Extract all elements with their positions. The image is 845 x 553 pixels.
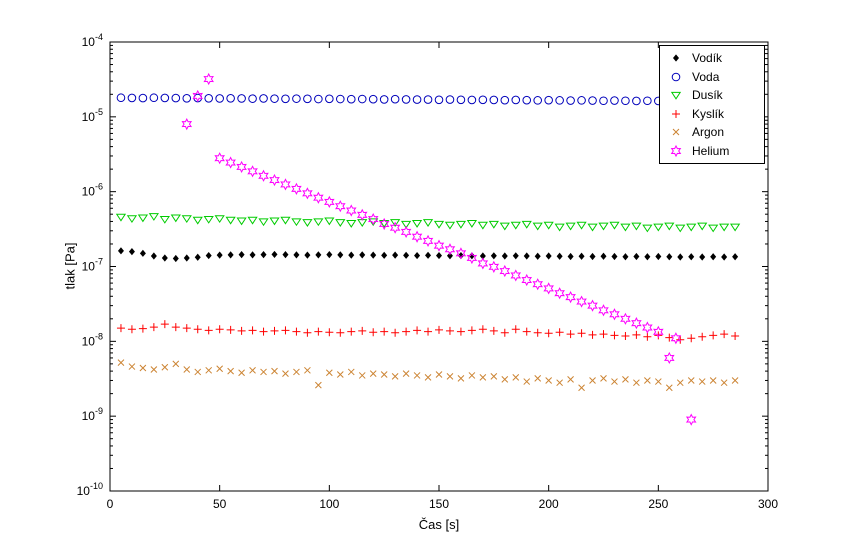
series-argon: [117, 359, 739, 392]
legend-entry-argon: Argon: [660, 123, 764, 142]
legend-label-dusik: Dusík: [692, 88, 723, 103]
legend-label-helium: Helium: [692, 143, 730, 158]
legend-label-argon: Argon: [692, 125, 725, 140]
series-voda: [116, 93, 740, 106]
x-tick-label: 100: [319, 497, 339, 511]
x-ticks: [109, 42, 769, 491]
legend-label-voda: Voda: [692, 69, 720, 84]
y-tick-label: 10-7: [82, 257, 103, 274]
legend-label-vodik: Vodík: [692, 51, 723, 66]
x-tick-label: 200: [539, 497, 559, 511]
legend-entry-dusik: Dusík: [660, 86, 764, 105]
legend-entry-kyslik: Kyslík: [660, 105, 764, 124]
legend-entry-vodik: Vodík: [660, 49, 764, 68]
helium-marker-icon: [670, 144, 682, 157]
y-tick-label: 10-9: [82, 406, 103, 423]
legend: Vodík Voda Dusík Kyslík Argon Helium: [659, 45, 765, 164]
y-tick-label: 10-6: [82, 182, 103, 199]
y-axis-label: tlak [Pa]: [62, 242, 78, 290]
vodik-marker-icon: [673, 54, 679, 62]
x-tick-label: 300: [758, 497, 778, 511]
series-vodik: [117, 247, 739, 263]
y-tick-label: 10-5: [82, 107, 103, 124]
x-tick-label: 0: [107, 497, 114, 511]
series-dusik: [115, 213, 741, 233]
x-tick-label: 250: [648, 497, 668, 511]
y-tick-label: 10-10: [77, 481, 103, 498]
voda-marker-icon: [671, 72, 681, 82]
legend-label-kyslik: Kyslík: [692, 106, 725, 121]
legend-entry-voda: Voda: [660, 68, 764, 87]
y-tick-label: 10-4: [82, 32, 103, 49]
y-ticks: [110, 41, 768, 492]
x-tick-label: 50: [213, 497, 227, 511]
y-tick-labels: 10-10 10-9 10-8 10-7 10-6 10-5 10-4: [77, 32, 103, 498]
argon-marker-icon: [672, 128, 680, 136]
dusik-marker-icon: [670, 92, 682, 100]
x-tick-label: 150: [429, 497, 449, 511]
series-kyslik: [116, 320, 740, 344]
kyslik-marker-icon: [672, 109, 680, 118]
x-axis-label: Čas [s]: [418, 517, 460, 532]
x-tick-labels: 0 50 100 150 200 250 300: [107, 497, 779, 511]
y-tick-label: 10-8: [82, 331, 103, 348]
legend-entry-helium: Helium: [660, 142, 764, 161]
series-helium: [181, 72, 697, 426]
